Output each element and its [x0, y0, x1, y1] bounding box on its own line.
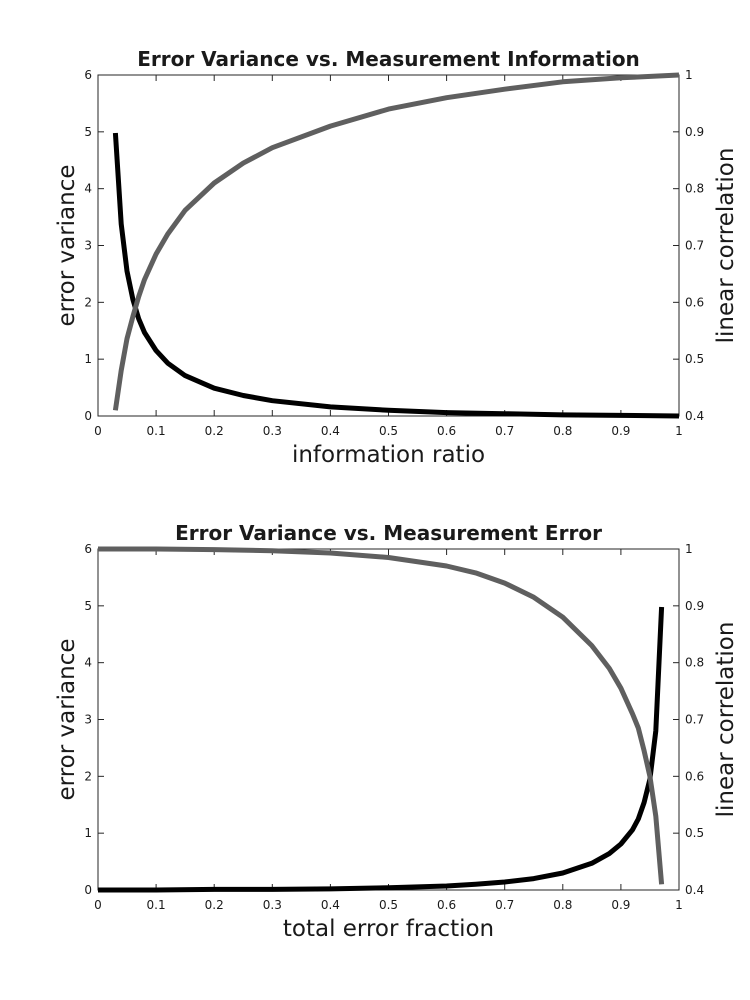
x-tick-label: 0.2 — [205, 424, 224, 438]
y-tick-label: 4 — [84, 182, 92, 196]
y2-tick-label: 0.7 — [685, 239, 704, 253]
y-tick-label: 3 — [84, 713, 92, 727]
y-tick-label: 2 — [84, 769, 92, 783]
y-axis-label: error variance — [54, 638, 80, 800]
y2-tick-label: 0.8 — [685, 182, 704, 196]
x-tick-label: 1 — [675, 898, 683, 912]
x-tick-label: 0.1 — [147, 898, 166, 912]
y2-tick-label: 0.4 — [685, 883, 704, 897]
y-tick-label: 0 — [84, 409, 92, 423]
x-tick-label: 0.3 — [263, 898, 282, 912]
y-tick-label: 1 — [84, 826, 92, 840]
y-tick-label: 6 — [84, 68, 92, 82]
x-tick-label: 0.4 — [321, 898, 340, 912]
x-tick-label: 0.1 — [147, 424, 166, 438]
y2-tick-label: 0.9 — [685, 599, 704, 613]
y2-tick-label: 0.8 — [685, 656, 704, 670]
y-tick-label: 6 — [84, 542, 92, 556]
y2-axis-label: linear correlation — [713, 622, 739, 818]
y2-tick-label: 1 — [685, 542, 693, 556]
x-tick-label: 0.2 — [205, 898, 224, 912]
x-tick-label: 0.5 — [379, 898, 398, 912]
x-tick-label: 0.9 — [611, 424, 630, 438]
y2-tick-label: 0.5 — [685, 352, 704, 366]
x-tick-label: 0.8 — [553, 424, 572, 438]
y-tick-label: 4 — [84, 656, 92, 670]
y-tick-label: 5 — [84, 599, 92, 613]
x-tick-label: 0.5 — [379, 424, 398, 438]
y-tick-label: 5 — [84, 125, 92, 139]
y-tick-label: 0 — [84, 883, 92, 897]
series-line-error-variance — [112, 132, 680, 419]
y-tick-label: 3 — [84, 239, 92, 253]
x-tick-label: 0.9 — [611, 898, 630, 912]
series-line-error-variance — [98, 606, 665, 893]
x-axis-label: total error fraction — [283, 916, 494, 942]
series-line-linear-correlation — [98, 546, 665, 885]
x-tick-label: 1 — [675, 424, 683, 438]
chart-title: Error Variance vs. Measurement Error — [175, 521, 602, 545]
y-tick-label: 1 — [84, 352, 92, 366]
x-tick-label: 0 — [94, 424, 102, 438]
y2-tick-label: 0.7 — [685, 713, 704, 727]
y2-tick-label: 0.9 — [685, 125, 704, 139]
x-tick-label: 0.4 — [321, 424, 340, 438]
x-tick-label: 0.6 — [437, 898, 456, 912]
x-tick-label: 0.7 — [495, 424, 514, 438]
x-tick-label: 0 — [94, 898, 102, 912]
x-tick-label: 0.7 — [495, 898, 514, 912]
y-tick-label: 2 — [84, 295, 92, 309]
chart-title: Error Variance vs. Measurement Informati… — [137, 47, 640, 71]
y-axis-label: error variance — [54, 164, 80, 326]
y2-tick-label: 0.5 — [685, 826, 704, 840]
y2-tick-label: 0.6 — [685, 295, 704, 309]
y2-tick-label: 0.4 — [685, 409, 704, 423]
y2-tick-label: 0.6 — [685, 769, 704, 783]
x-tick-label: 0.8 — [553, 898, 572, 912]
series-line-linear-correlation — [112, 72, 680, 411]
x-tick-label: 0.6 — [437, 424, 456, 438]
x-tick-label: 0.3 — [263, 424, 282, 438]
x-axis-label: information ratio — [292, 442, 485, 468]
y2-tick-label: 1 — [685, 68, 693, 82]
y2-axis-label: linear correlation — [713, 148, 739, 344]
